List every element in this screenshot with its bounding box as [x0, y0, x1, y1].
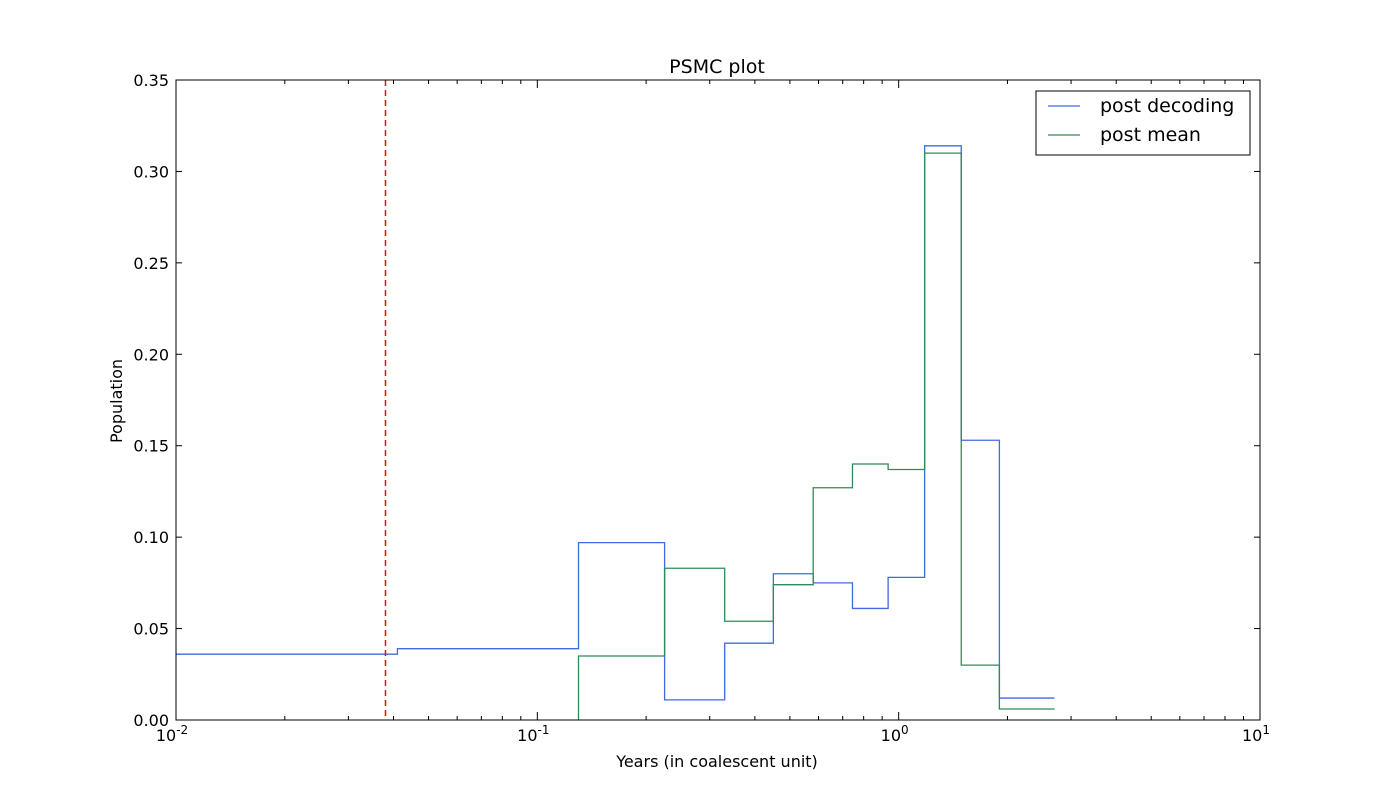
chart-title: PSMC plot: [669, 56, 765, 78]
y-tick-label: 0.15: [133, 437, 169, 456]
axes: 0.00 0.05 0.10 0.15 0.20 0.25 0.30 0.35 10-2 10-1…: [133, 71, 1270, 745]
y-tick-label: 0.00: [133, 711, 169, 730]
y-tick-label: 0.35: [133, 71, 169, 90]
y-axis-label: Population: [107, 359, 126, 443]
legend-label: post decoding: [1100, 95, 1234, 117]
x-tick-label: 101: [1242, 723, 1270, 745]
plot-frame: [175, 79, 1261, 721]
legend-label: post mean: [1100, 124, 1201, 146]
series-line-0: [176, 145, 1055, 701]
y-tick-label: 0.20: [133, 345, 169, 364]
legend-box: [1035, 90, 1251, 156]
y-tick-label: 0.30: [133, 162, 169, 181]
y-tick-label: 0.25: [133, 254, 169, 273]
y-tick-label: 0.10: [133, 528, 169, 547]
x-axis-label: Years (in coalescent unit): [615, 752, 818, 771]
y-tick-label: 0.05: [133, 620, 169, 639]
legend: post decoding post mean: [1035, 90, 1251, 156]
series-line-1: [577, 152, 1055, 720]
plot-area: [176, 80, 1055, 720]
x-tick-label: 100: [881, 723, 909, 745]
x-tick-label: 10-1: [517, 723, 549, 745]
x-tick-label: 10-2: [156, 723, 188, 745]
